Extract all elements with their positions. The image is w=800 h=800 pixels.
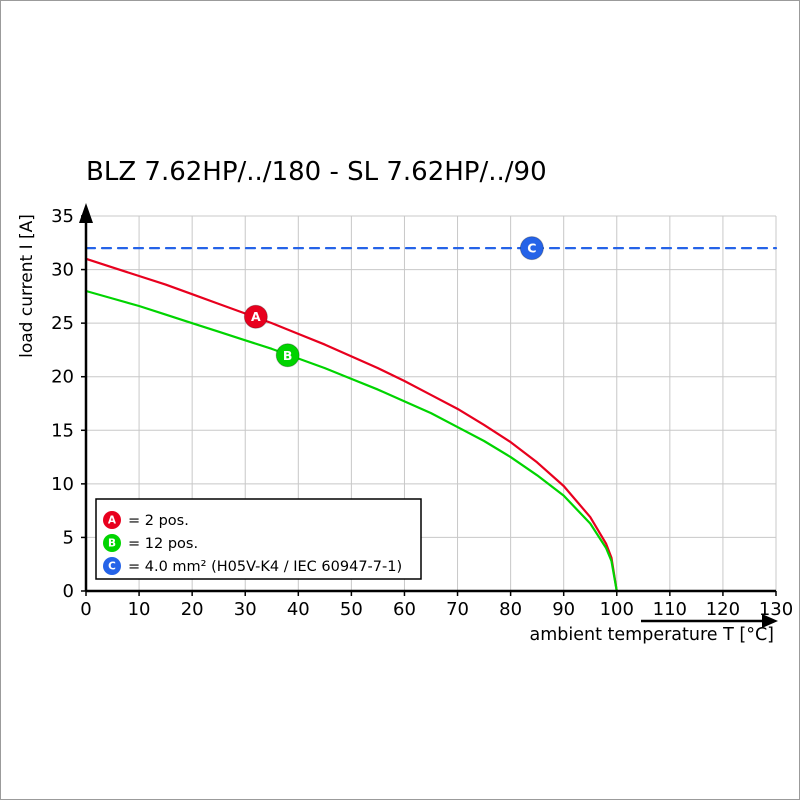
svg-text:10: 10 xyxy=(51,474,74,495)
svg-text:= 12 pos.: = 12 pos. xyxy=(128,536,198,552)
svg-text:20: 20 xyxy=(181,599,204,620)
svg-text:10: 10 xyxy=(128,599,151,620)
svg-text:110: 110 xyxy=(653,599,687,620)
svg-text:A: A xyxy=(108,515,117,527)
svg-text:70: 70 xyxy=(446,599,469,620)
svg-text:0: 0 xyxy=(80,599,91,620)
svg-text:A: A xyxy=(251,309,261,324)
svg-text:C: C xyxy=(527,241,536,256)
svg-text:15: 15 xyxy=(51,420,74,441)
svg-text:30: 30 xyxy=(234,599,257,620)
svg-text:C: C xyxy=(108,561,116,573)
svg-text:30: 30 xyxy=(51,260,74,281)
svg-text:100: 100 xyxy=(600,599,634,620)
svg-text:= 4.0 mm² (H05V-K4 / IEC 60947: = 4.0 mm² (H05V-K4 / IEC 60947-7-1) xyxy=(128,559,402,575)
svg-text:130: 130 xyxy=(759,599,793,620)
chart-title: BLZ 7.62HP/../180 - SL 7.62HP/../90 xyxy=(86,157,547,187)
svg-text:25: 25 xyxy=(51,313,74,334)
svg-text:= 2 pos.: = 2 pos. xyxy=(128,513,189,529)
svg-text:35: 35 xyxy=(51,206,74,227)
svg-text:60: 60 xyxy=(393,599,416,620)
svg-text:5: 5 xyxy=(63,527,74,548)
svg-text:20: 20 xyxy=(51,367,74,388)
svg-text:40: 40 xyxy=(287,599,310,620)
svg-text:B: B xyxy=(108,538,116,550)
svg-text:90: 90 xyxy=(552,599,575,620)
x-axis-label: ambient temperature T [°C] xyxy=(529,625,774,645)
svg-text:80: 80 xyxy=(499,599,522,620)
svg-text:120: 120 xyxy=(706,599,740,620)
svg-text:B: B xyxy=(283,348,293,363)
svg-text:0: 0 xyxy=(63,581,74,602)
svg-text:50: 50 xyxy=(340,599,363,620)
